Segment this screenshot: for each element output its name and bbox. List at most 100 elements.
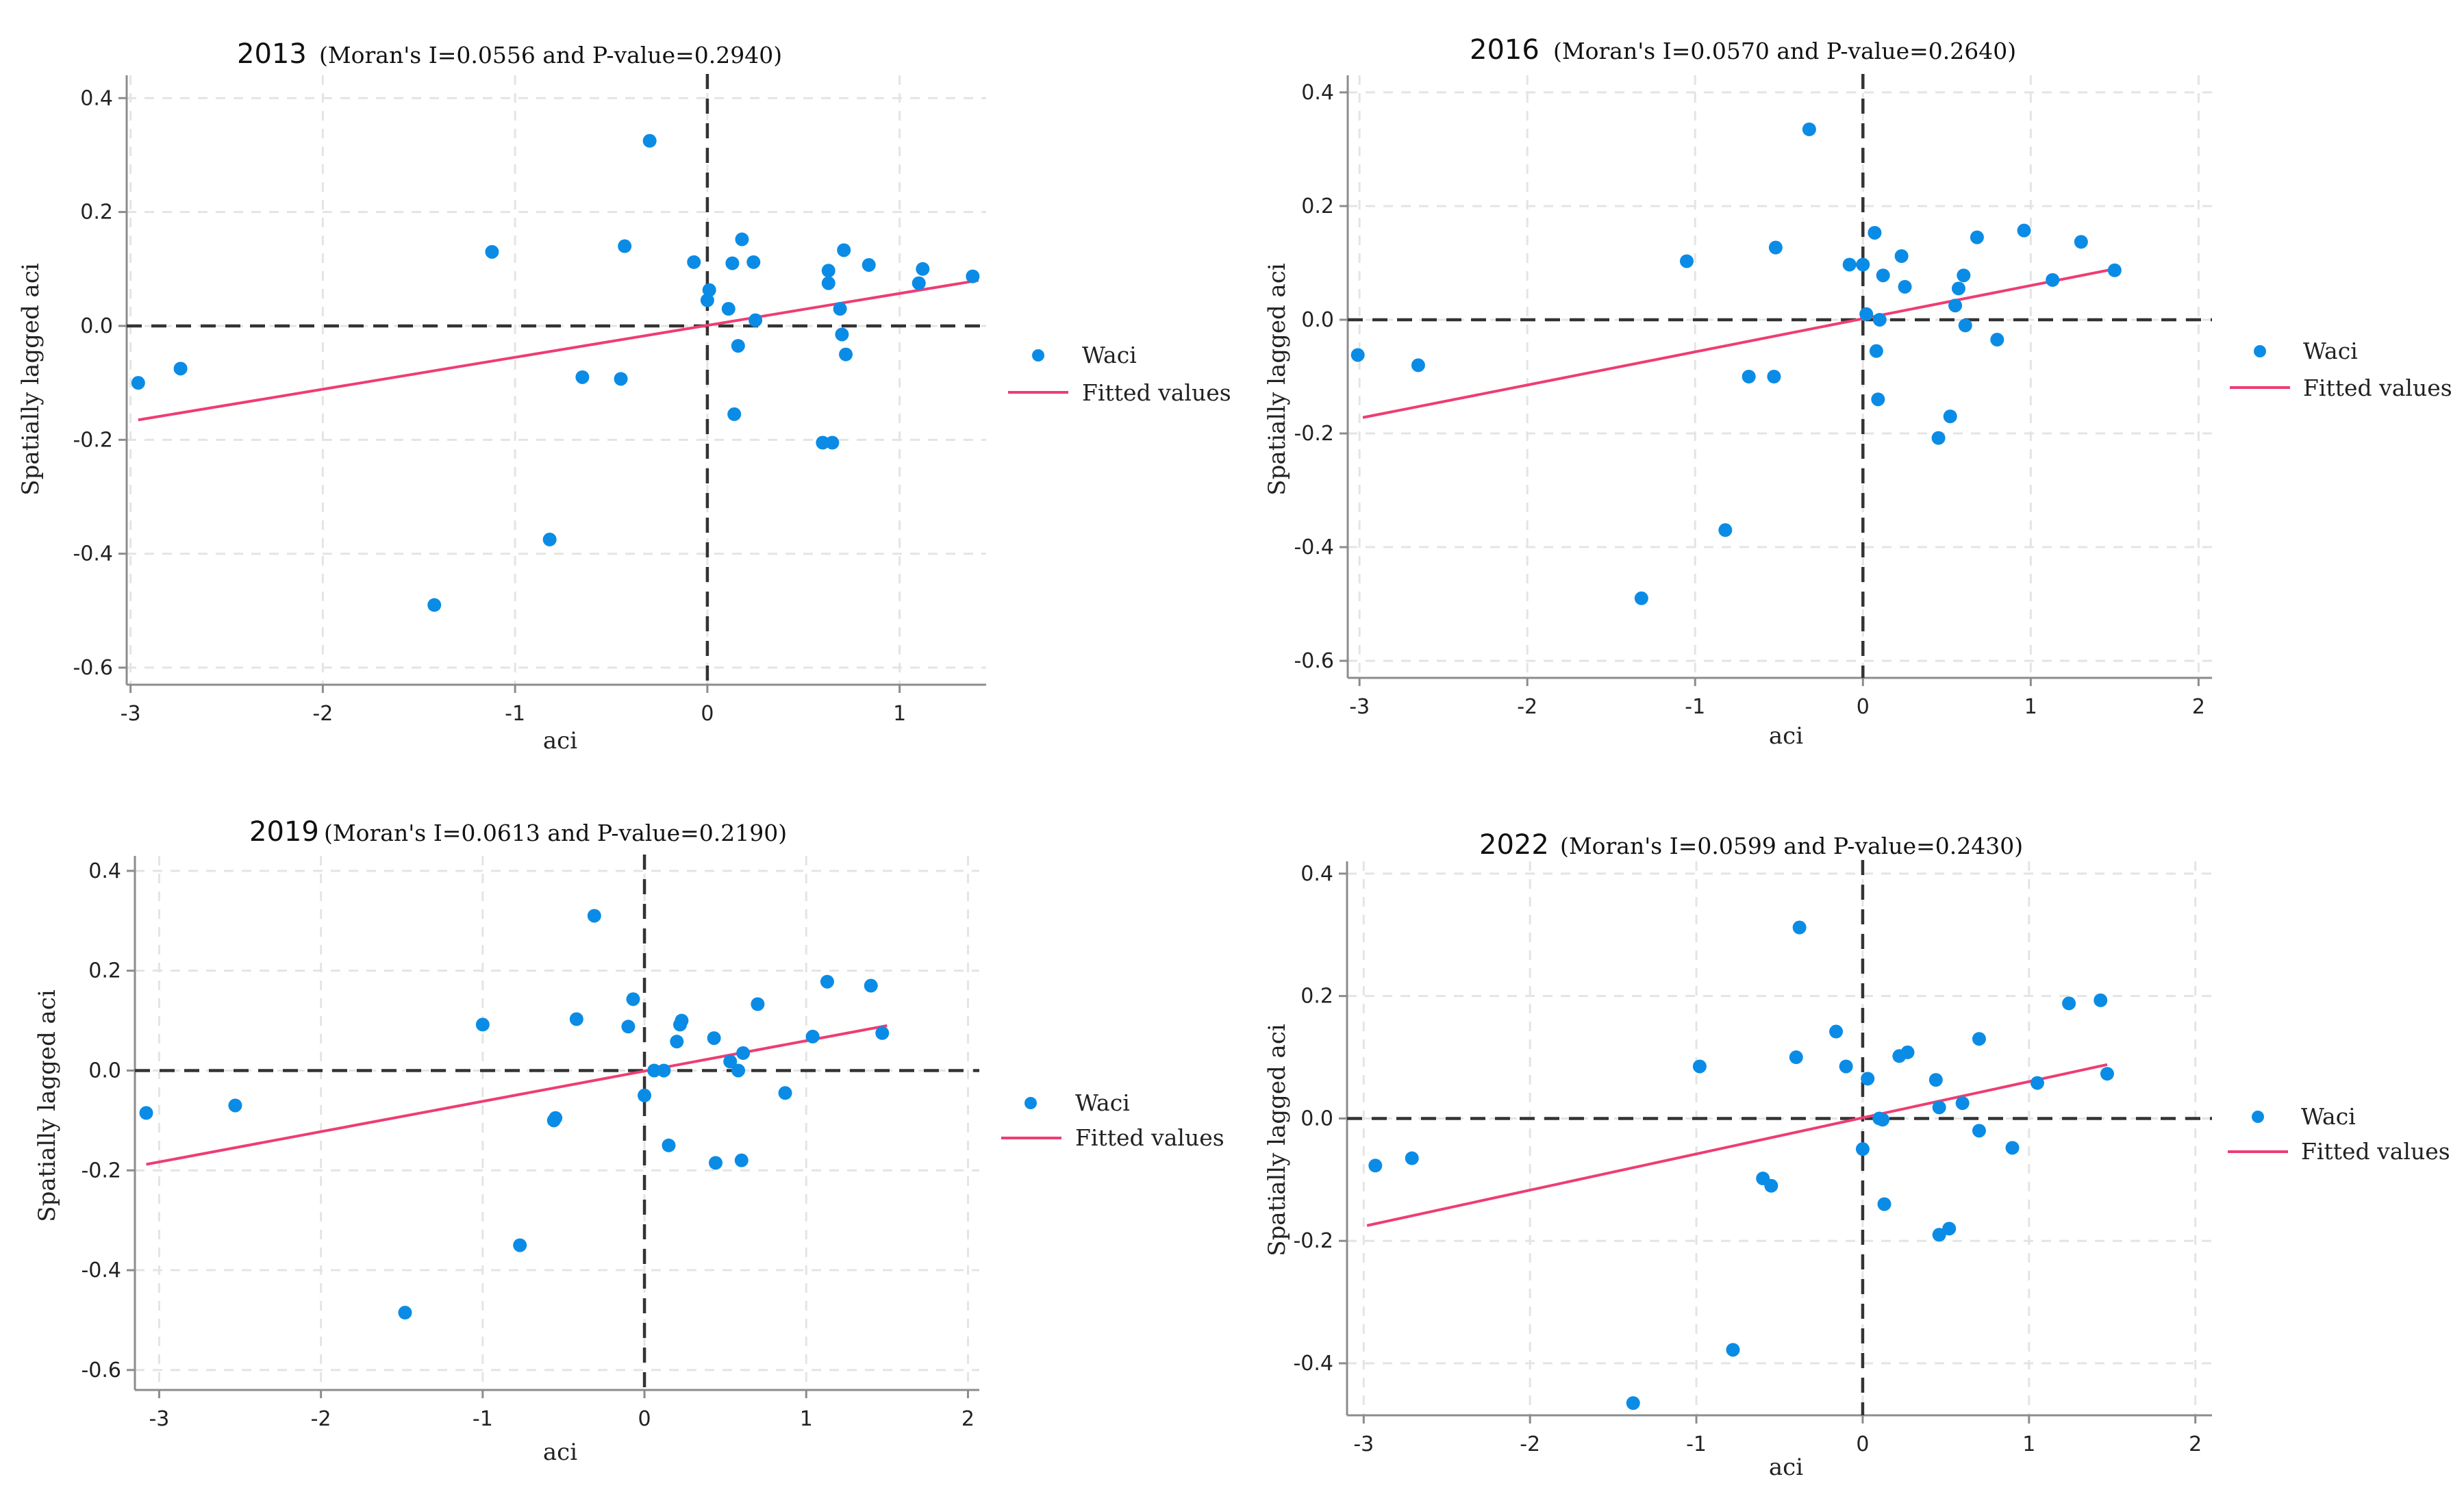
waci-point bbox=[825, 435, 840, 450]
waci-point bbox=[721, 302, 736, 316]
fitted-values-line bbox=[1366, 1063, 2108, 1227]
waci-point bbox=[1868, 225, 1882, 240]
chart-title-year: 2016 bbox=[1470, 34, 1539, 66]
y-tick-label: 0.4 bbox=[1301, 81, 1334, 105]
waci-point bbox=[642, 134, 657, 148]
x-axis-label: aci bbox=[543, 1439, 577, 1466]
waci-point bbox=[1948, 299, 1963, 313]
waci-point bbox=[966, 269, 980, 283]
waci-point bbox=[708, 1156, 722, 1170]
waci-point bbox=[702, 283, 716, 297]
waci-point bbox=[1829, 1024, 1844, 1039]
waci-point bbox=[1350, 348, 1365, 362]
waci-point bbox=[621, 1020, 636, 1034]
waci-point bbox=[736, 1046, 751, 1060]
waci-point bbox=[569, 1012, 583, 1026]
waci-point bbox=[1411, 358, 1425, 372]
waci-point bbox=[549, 1111, 563, 1125]
y-tick-label: -0.4 bbox=[73, 542, 113, 566]
x-tick-label: -1 bbox=[473, 1407, 493, 1431]
legend-label-fitted: Fitted values bbox=[1082, 379, 1231, 406]
waci-point bbox=[700, 293, 714, 307]
waci-point bbox=[1742, 370, 1756, 383]
waci-point bbox=[1928, 1073, 1943, 1087]
waci-point bbox=[475, 1017, 490, 1032]
waci-point bbox=[875, 1026, 890, 1040]
waci-point bbox=[1842, 257, 1857, 272]
waci-point bbox=[1943, 409, 1957, 424]
y-tick-label: 0.4 bbox=[80, 86, 113, 110]
waci-point bbox=[2017, 223, 2031, 238]
waci-point bbox=[1955, 1096, 1970, 1111]
waci-point bbox=[749, 313, 763, 327]
x-tick-label: 0 bbox=[638, 1407, 651, 1431]
waci-point bbox=[542, 532, 557, 546]
chart-title-year: 2022 bbox=[1479, 829, 1549, 861]
y-tick-label: 0.2 bbox=[1301, 194, 1334, 218]
waci-point bbox=[837, 243, 851, 257]
y-axis-label: Spatially lagged aci bbox=[1264, 1024, 1291, 1256]
waci-point bbox=[2100, 1067, 2114, 1081]
waci-point bbox=[1970, 230, 1984, 244]
waci-point bbox=[731, 339, 745, 353]
y-tick-label: -0.4 bbox=[1293, 1352, 1333, 1376]
y-tick-label: 0.2 bbox=[88, 959, 121, 983]
waci-point bbox=[778, 1086, 792, 1100]
y-tick-label: 0.2 bbox=[1300, 985, 1333, 1009]
waci-point bbox=[1990, 333, 2004, 347]
x-axis-label: aci bbox=[543, 727, 577, 755]
waci-point bbox=[1802, 122, 1816, 136]
x-tick-label: 2 bbox=[2192, 695, 2205, 719]
waci-point bbox=[139, 1106, 153, 1120]
plot-area: -3 -2 -1 0 1 2 -0.6 -0.4 -0.2 0.0 0.2 0.4 bbox=[81, 855, 979, 1431]
fitted-values-line bbox=[138, 279, 979, 422]
waci-point bbox=[1718, 523, 1733, 538]
waci-point bbox=[1855, 1142, 1870, 1156]
waci-point bbox=[1679, 254, 1694, 268]
waci-point bbox=[131, 376, 145, 390]
waci-point bbox=[2030, 1076, 2044, 1090]
y-tick-label: -0.2 bbox=[73, 428, 113, 452]
y-axis-label: Spatially lagged aci bbox=[17, 263, 45, 496]
waci-point bbox=[1861, 1072, 1875, 1086]
y-axis-label: Spatially lagged aci bbox=[1264, 263, 1291, 496]
chart-subtitle: (Moran's I=0.0556 and P-value=0.2940) bbox=[319, 42, 782, 68]
waci-point bbox=[614, 372, 628, 386]
x-tick-label: -1 bbox=[1686, 1432, 1707, 1456]
x-tick-label: -3 bbox=[121, 702, 141, 726]
waci-point bbox=[638, 1088, 652, 1102]
waci-point bbox=[173, 362, 188, 376]
y-tick-label: -0.6 bbox=[73, 656, 113, 680]
legend-marker-waci bbox=[1032, 349, 1044, 362]
waci-point bbox=[1789, 1050, 1803, 1065]
panel-2022: -3 -2 -1 0 1 2 -0.4 -0.2 0.0 0.2 0.4 2022 (Moran's… bbox=[1264, 829, 2450, 1481]
waci-point bbox=[1877, 1197, 1891, 1211]
waci-point bbox=[1839, 1059, 1853, 1074]
waci-point bbox=[670, 1035, 684, 1049]
legend-label-waci: Waci bbox=[1082, 342, 1137, 368]
waci-point bbox=[1767, 370, 1781, 383]
waci-point bbox=[662, 1138, 676, 1152]
x-tick-label: 2 bbox=[2189, 1432, 2202, 1456]
y-tick-label: -0.6 bbox=[81, 1358, 121, 1382]
legend-label-waci: Waci bbox=[2301, 1103, 2356, 1130]
x-tick-label: -1 bbox=[1685, 695, 1705, 719]
waci-point bbox=[1876, 268, 1890, 283]
x-tick-label: -3 bbox=[1353, 1432, 1374, 1456]
legend-marker-waci bbox=[2252, 1111, 2264, 1123]
waci-point bbox=[820, 974, 834, 989]
waci-point bbox=[912, 276, 926, 290]
x-tick-label: -3 bbox=[149, 1407, 169, 1431]
y-tick-label: 0.0 bbox=[1301, 308, 1334, 332]
waci-point bbox=[1958, 318, 1972, 333]
waci-point bbox=[1876, 1113, 1890, 1127]
fitted-values-line bbox=[1362, 267, 2117, 419]
chart-subtitle: (Moran's I=0.0570 and P-value=0.2640) bbox=[1553, 38, 2016, 64]
legend-label-fitted: Fitted values bbox=[2301, 1138, 2450, 1165]
waci-point bbox=[1764, 1178, 1778, 1193]
x-tick-label: 1 bbox=[2022, 1432, 2035, 1456]
waci-point bbox=[1900, 1045, 1915, 1059]
plot-area: -3 -2 -1 0 1 -0.6 -0.4 -0.2 0.0 0.2 0.4 bbox=[73, 74, 986, 726]
waci-point bbox=[626, 992, 640, 1007]
waci-point bbox=[1972, 1032, 1986, 1046]
